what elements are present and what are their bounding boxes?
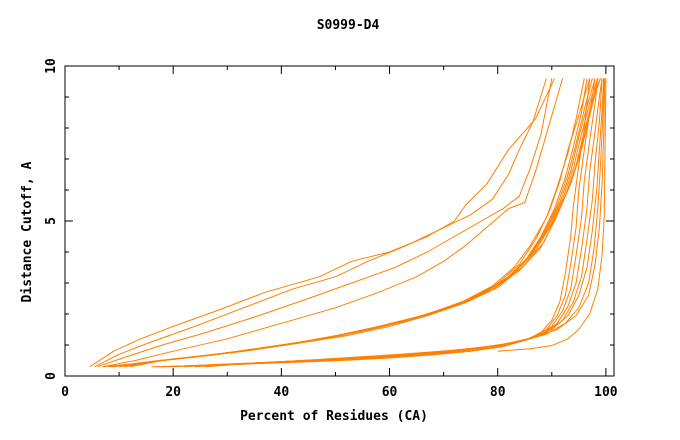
plot-frame	[64, 65, 615, 377]
series-line	[205, 78, 606, 368]
series-line	[129, 78, 599, 368]
plot-series	[89, 78, 607, 368]
x-tick-label: 60	[382, 385, 398, 400]
y-axis-label: Distance Cutoff, A	[20, 161, 35, 302]
series-line	[119, 78, 601, 368]
series-line	[102, 78, 585, 368]
x-tick-label: 0	[61, 385, 69, 400]
series-line	[113, 78, 593, 368]
series-line	[124, 78, 601, 368]
x-axis: 0 20 40 60 80 100	[61, 66, 618, 400]
series-line	[97, 78, 553, 368]
y-tick-label: 10	[44, 58, 59, 74]
chart-title: S0999-D4	[317, 18, 380, 33]
y-tick-label: 0	[44, 372, 59, 380]
series-line	[89, 78, 555, 368]
y-tick-label: 5	[44, 217, 59, 225]
series-line	[151, 78, 591, 368]
x-tick-label: 40	[274, 385, 290, 400]
x-tick-label: 80	[490, 385, 506, 400]
x-tick-label: 100	[594, 385, 618, 400]
x-axis-label: Percent of Residues (CA)	[240, 409, 428, 424]
series-line	[113, 78, 596, 368]
series-line	[173, 78, 603, 368]
series-line	[497, 78, 607, 352]
series-line	[156, 78, 596, 368]
y-axis: 0 5 10	[44, 58, 614, 380]
x-tick-label: 20	[165, 385, 181, 400]
series-line	[119, 78, 599, 368]
series-line	[94, 78, 547, 368]
series-line	[102, 78, 564, 368]
